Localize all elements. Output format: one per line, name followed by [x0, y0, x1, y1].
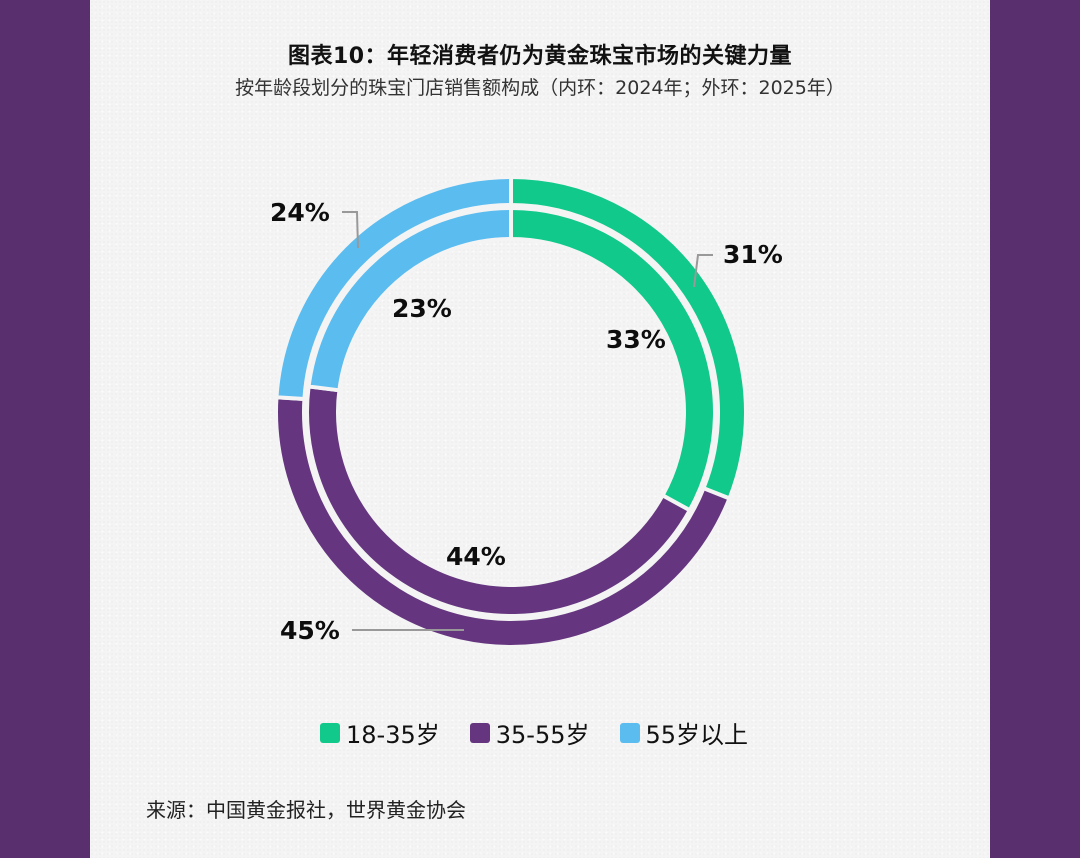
- label-inner-35-55: 44%: [446, 542, 506, 571]
- legend-label: 35-55岁: [495, 721, 590, 749]
- chart-panel: 图表10：年轻消费者仍为黄金珠宝市场的关键力量 按年龄段划分的珠宝门店销售额构成…: [90, 0, 990, 858]
- label-outer-35-55: 45%: [280, 616, 340, 645]
- legend-item-35-55: 35-55岁: [469, 715, 590, 750]
- source-note: 来源：中国黄金报社，世界黄金协会: [146, 798, 466, 822]
- legend-swatch-blue: [619, 722, 640, 743]
- legend: 18-35岁 35-55岁 55岁以上: [320, 715, 748, 750]
- outer-ring-segment: [274, 174, 513, 402]
- legend-label: 18-35岁: [346, 721, 440, 749]
- legend-swatch-green: [320, 722, 340, 743]
- legend-label: 55岁以上: [645, 721, 749, 749]
- label-outer-18-35: 31%: [723, 240, 783, 269]
- legend-item-55-plus: 55岁以上: [619, 715, 749, 750]
- label-outer-55-plus: 24%: [270, 198, 330, 227]
- donut-chart: [274, 174, 748, 649]
- inner-ring-segment: [306, 205, 513, 393]
- chart-title: 图表10：年轻消费者仍为黄金珠宝市场的关键力量: [287, 44, 793, 69]
- chart-subtitle: 按年龄段划分的珠宝门店销售额构成（内环：2024年；外环：2025年）: [235, 77, 845, 99]
- legend-item-18-35: 18-35岁: [320, 715, 440, 750]
- legend-swatch-purple: [469, 722, 490, 743]
- label-inner-55-plus: 23%: [392, 294, 452, 323]
- leader-line: [342, 211, 359, 249]
- leader-line: [693, 254, 713, 288]
- label-inner-18-35: 33%: [606, 325, 666, 354]
